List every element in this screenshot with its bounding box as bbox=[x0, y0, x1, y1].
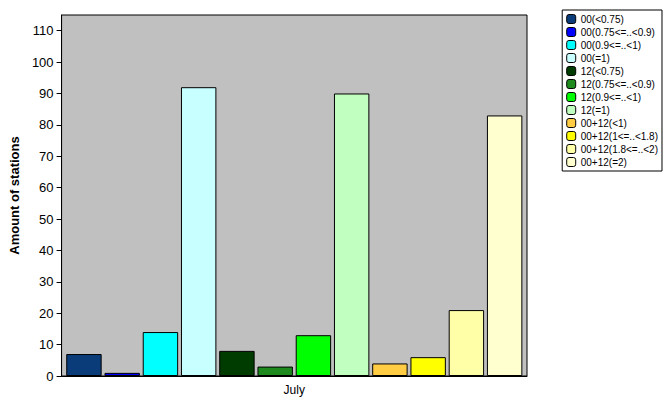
svg-text:40: 40 bbox=[39, 243, 53, 258]
svg-text:12(=1): 12(=1) bbox=[581, 105, 610, 116]
svg-text:60: 60 bbox=[39, 180, 53, 195]
svg-text:Amount of stations: Amount of stations bbox=[7, 136, 22, 254]
svg-text:00(=1): 00(=1) bbox=[581, 53, 610, 64]
svg-text:00+12(=2): 00+12(=2) bbox=[581, 157, 627, 168]
svg-text:00(0.75<=..<0.9): 00(0.75<=..<0.9) bbox=[581, 27, 655, 38]
svg-text:80: 80 bbox=[39, 117, 53, 132]
svg-text:10: 10 bbox=[39, 337, 53, 352]
svg-text:12(0.9<=..<1): 12(0.9<=..<1) bbox=[581, 92, 641, 103]
svg-text:100: 100 bbox=[32, 55, 54, 70]
svg-text:July: July bbox=[284, 383, 305, 397]
svg-text:0: 0 bbox=[46, 369, 53, 384]
svg-text:90: 90 bbox=[39, 86, 53, 101]
svg-text:30: 30 bbox=[39, 274, 53, 289]
svg-text:00+12(1.8<=..<2): 00+12(1.8<=..<2) bbox=[581, 144, 658, 155]
svg-text:110: 110 bbox=[33, 23, 54, 38]
svg-text:00+12(1<=..<1.8): 00+12(1<=..<1.8) bbox=[581, 131, 658, 142]
svg-text:00+12(<1): 00+12(<1) bbox=[581, 118, 627, 129]
svg-text:12(0.75<=..<0.9): 12(0.75<=..<0.9) bbox=[581, 79, 655, 90]
svg-text:00(0.9<=..<1): 00(0.9<=..<1) bbox=[581, 40, 641, 51]
svg-text:00(<0.75): 00(<0.75) bbox=[581, 14, 624, 25]
svg-text:20: 20 bbox=[39, 306, 53, 321]
svg-text:12(<0.75): 12(<0.75) bbox=[581, 66, 624, 77]
svg-text:70: 70 bbox=[39, 149, 53, 164]
svg-text:50: 50 bbox=[39, 212, 53, 227]
